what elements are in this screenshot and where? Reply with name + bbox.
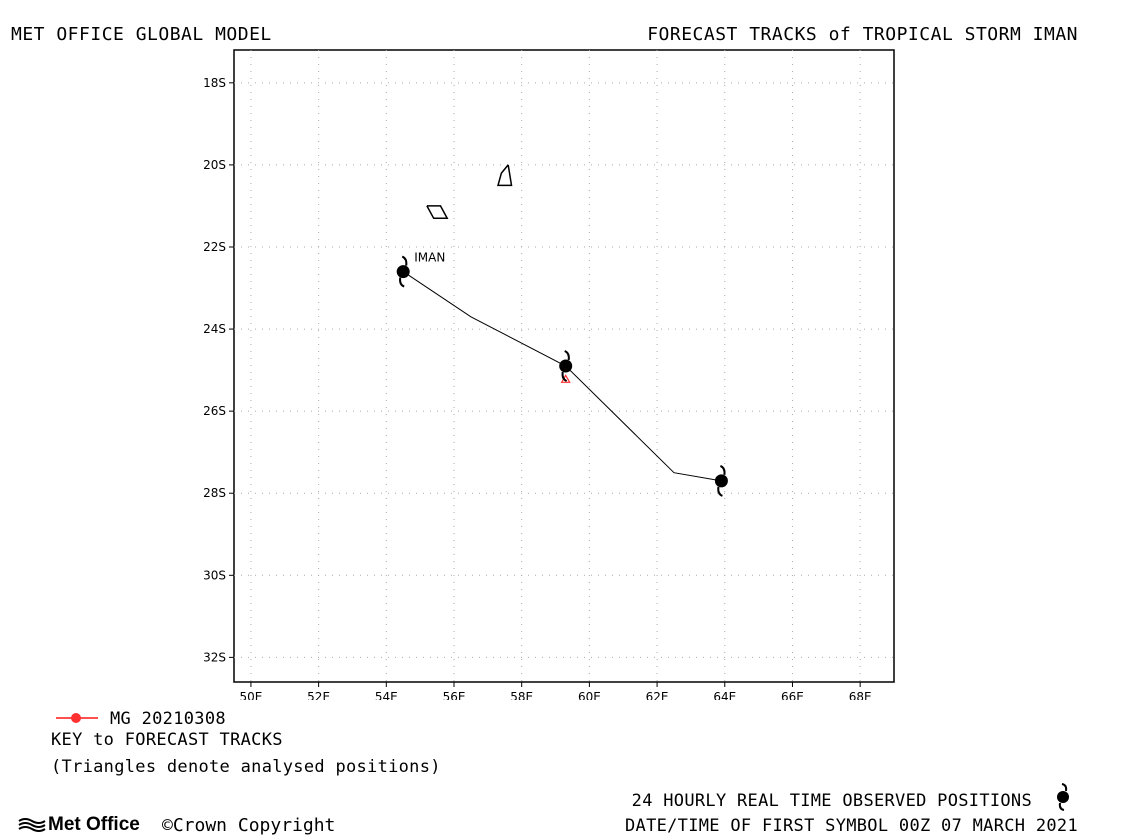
lat-tick-label: 22S xyxy=(203,240,226,254)
lat-tick-label: 28S xyxy=(203,486,226,500)
cyclone-position-marker xyxy=(714,464,728,497)
header-forecast-title: FORECAST TRACKS of TROPICAL STORM IMAN xyxy=(647,24,1078,45)
cyclone-position-marker xyxy=(559,350,573,382)
lon-tick-label: 68E xyxy=(849,690,872,700)
lon-tick-label: 66E xyxy=(781,690,804,700)
lon-tick-label: 52E xyxy=(307,690,330,700)
lat-tick-label: 24S xyxy=(203,322,226,336)
lat-tick-label: 18S xyxy=(203,76,226,90)
lon-tick-label: 58E xyxy=(510,690,533,700)
axis-labels: 50E 52E 54E 56E 58E 60E 62E 64E 66E 68E 18S 20S 22S 2… xyxy=(203,76,871,700)
lat-tick-label: 30S xyxy=(203,568,226,582)
key-note: (Triangles denote analysed positions) xyxy=(51,757,441,777)
key-title: KEY to FORECAST TRACKS xyxy=(51,730,283,750)
legend-series-label: MG 20210308 xyxy=(110,709,226,729)
lon-tick-label: 64E xyxy=(713,690,736,700)
lon-tick-label: 56E xyxy=(443,690,466,700)
lat-tick-label: 32S xyxy=(203,650,226,664)
islands xyxy=(426,164,513,220)
cyclone-icon xyxy=(1057,783,1069,811)
storm-track xyxy=(396,255,728,497)
copyright: ©Crown Copyright xyxy=(162,815,336,836)
island-outline xyxy=(497,164,513,187)
map-frame xyxy=(233,49,895,683)
lon-tick-label: 60E xyxy=(578,690,601,700)
storm-name-label: IMAN xyxy=(414,251,445,265)
waves-icon xyxy=(18,817,46,832)
lon-tick-label: 62E xyxy=(646,690,669,700)
map-grid xyxy=(229,50,894,687)
met-office-logo: Met Office xyxy=(18,814,140,836)
lat-tick-label: 20S xyxy=(203,158,226,172)
lat-tick-label: 26S xyxy=(203,404,226,418)
header-model-title: MET OFFICE GLOBAL MODEL xyxy=(11,24,272,45)
observed-positions-label: 24 HOURLY REAL TIME OBSERVED POSITIONS xyxy=(631,791,1032,811)
lon-tick-label: 54E xyxy=(375,690,398,700)
lon-tick-label: 50E xyxy=(239,690,262,700)
legend-dot xyxy=(71,713,81,723)
first-symbol-datetime: DATE/TIME OF FIRST SYMBOL 00Z 07 MARCH 2… xyxy=(625,816,1078,836)
cyclone-position-marker xyxy=(396,255,410,288)
logo-text: Met Office xyxy=(48,814,140,835)
track-map: 50E 52E 54E 56E 58E 60E 62E 64E 66E 68E 18S 20S 22S 2… xyxy=(203,49,895,700)
island-outline xyxy=(426,205,449,220)
